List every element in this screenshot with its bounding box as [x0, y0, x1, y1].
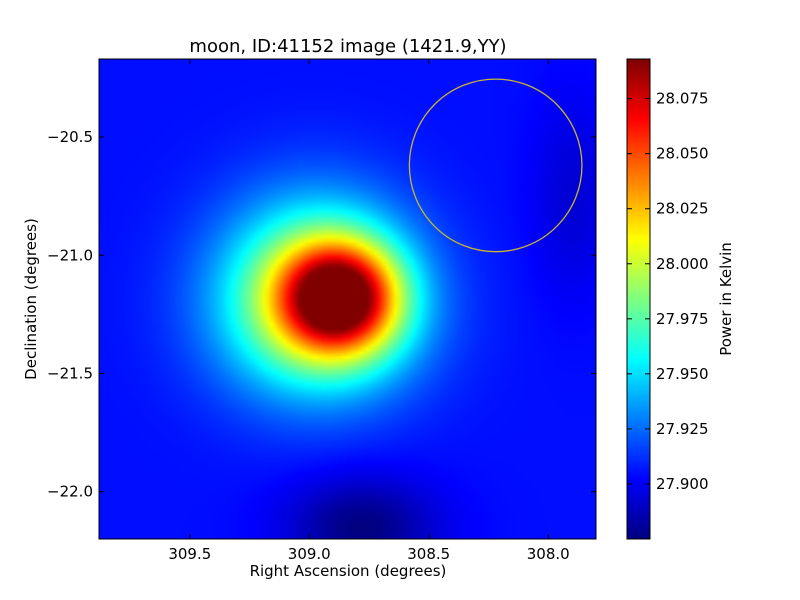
- x-tick-label: 308.0: [527, 545, 570, 563]
- x-tick-label: 309.0: [288, 545, 331, 563]
- y-tick-label: −22.0: [47, 483, 93, 501]
- y-tick-label: −20.5: [47, 128, 93, 146]
- colorbar-gradient: [627, 59, 650, 539]
- y-axis-label: Declination (degrees): [22, 218, 40, 380]
- colorbar-tick-label: 27.925: [656, 420, 709, 438]
- x-tick-label: 309.5: [168, 545, 211, 563]
- plot-frame: [98, 58, 597, 540]
- colorbar-tick-label: 27.950: [656, 365, 709, 383]
- y-tick-label: −21.5: [47, 364, 93, 382]
- colorbar-tick-label: 27.975: [656, 310, 709, 328]
- x-axis: 309.5 309.0 308.5 308.0: [168, 59, 570, 563]
- colorbar-label: Power in Kelvin: [717, 242, 735, 356]
- y-tick-label: −21.0: [47, 246, 93, 264]
- colorbar-frame: [626, 58, 651, 540]
- colorbar-tick-label: 28.025: [656, 200, 709, 218]
- heatmap-image: [99, 59, 596, 539]
- x-axis-label: Right Ascension (degrees): [250, 562, 447, 580]
- colorbar-tick-label: 28.000: [656, 255, 709, 273]
- colorbar-tick-label: 27.900: [656, 475, 709, 493]
- x-tick-label: 308.5: [407, 545, 450, 563]
- colorbar-tick-label: 28.050: [656, 145, 709, 163]
- colorbar-tick-label: 28.075: [656, 90, 709, 108]
- plot-area: [98, 58, 597, 540]
- circle-marker: [408, 78, 583, 253]
- chart-title: moon, ID:41152 image (1421.9,YY): [189, 36, 506, 57]
- y-axis: −20.5 −21.0 −21.5 −22.0: [47, 128, 596, 501]
- colorbar: 27.900 27.925 27.950 27.975 28.000 28.025 28.0…: [626, 58, 709, 540]
